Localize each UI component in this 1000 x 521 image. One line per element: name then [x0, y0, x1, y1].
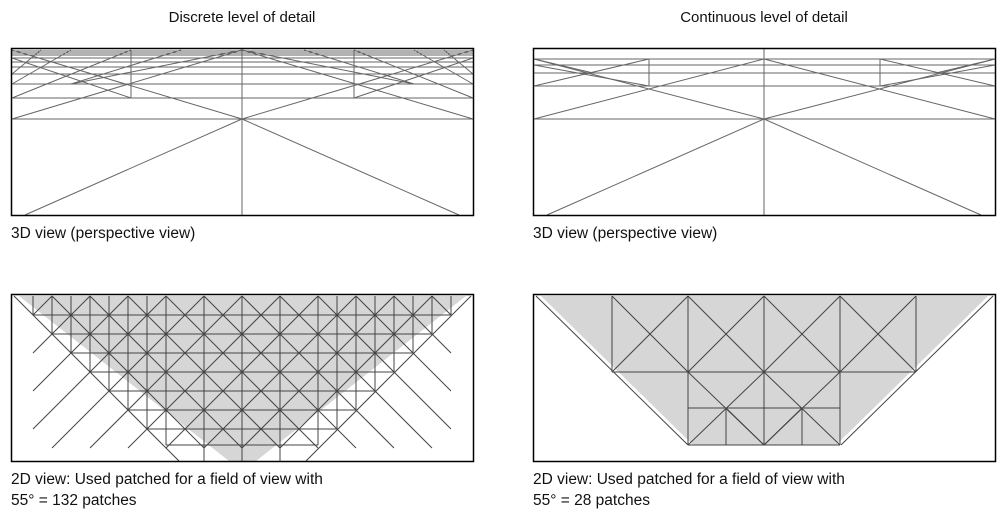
right-2d-patch-view — [532, 293, 997, 463]
left-3d-perspective-view — [10, 47, 475, 217]
left-2d-caption-line2: 55° = 132 patches — [11, 492, 137, 509]
right-column-title: Continuous level of detail — [680, 9, 848, 26]
left-column-title: Discrete level of detail — [168, 9, 316, 26]
right-2d-caption-line2: 55° = 28 patches — [533, 492, 650, 509]
right-3d-perspective-view — [532, 47, 997, 217]
left-2d-caption-line1: 2D view: Used patched for a field of vie… — [11, 471, 323, 488]
right-2d-caption-line1: 2D view: Used patched for a field of vie… — [533, 471, 845, 488]
left-3d-caption: 3D view (perspective view) — [11, 225, 196, 242]
left-2d-patch-view — [10, 293, 475, 463]
right-3d-caption: 3D view (perspective view) — [533, 225, 718, 242]
